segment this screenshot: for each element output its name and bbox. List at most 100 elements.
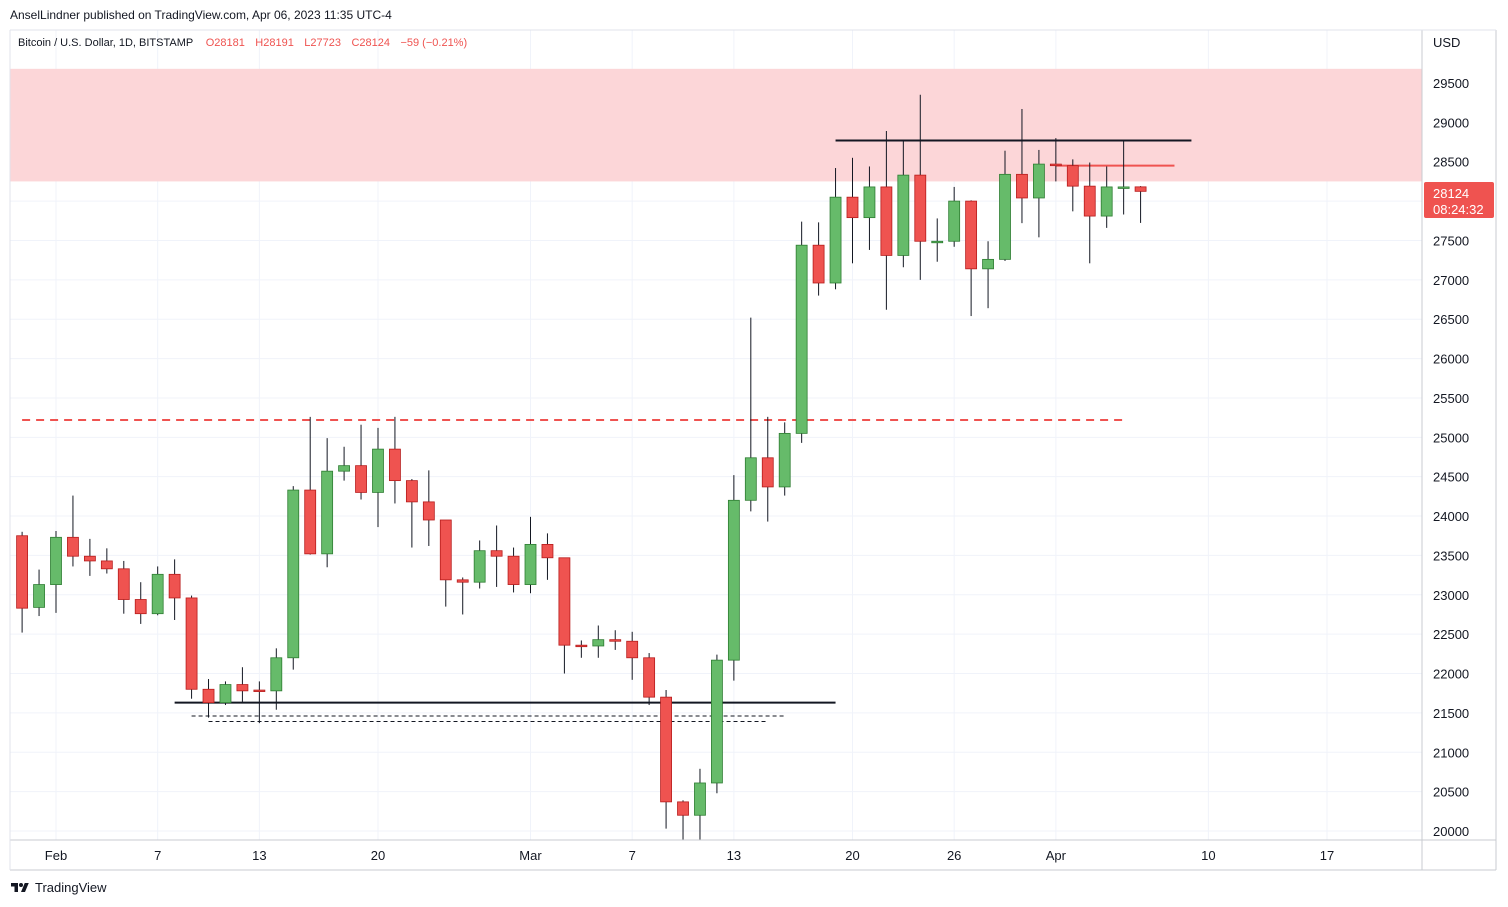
candle-body xyxy=(270,657,283,692)
candle-body xyxy=(100,560,113,570)
candle-body xyxy=(829,196,842,284)
legend-open: O28181 xyxy=(206,37,245,49)
bar-countdown: 08:24:32 xyxy=(1433,202,1484,217)
candle-body xyxy=(626,640,639,659)
candle-up xyxy=(931,218,944,262)
candle-up xyxy=(727,475,740,681)
time-tick-label: 7 xyxy=(629,848,636,863)
resistance-zone xyxy=(10,68,1422,182)
candle-body xyxy=(982,258,994,270)
candle-up xyxy=(711,654,723,794)
candle-down xyxy=(1016,108,1028,224)
candle-up xyxy=(1100,166,1113,228)
price-tick-label: 27500 xyxy=(1433,233,1469,248)
candle-body xyxy=(1100,186,1113,217)
candle-down xyxy=(236,667,249,702)
candle-body xyxy=(694,782,706,816)
candle-up xyxy=(1117,141,1130,215)
candle-body xyxy=(253,689,266,692)
time-axis[interactable]: Feb 7 13 20 Mar 7 13 20 26 Apr 10 17 xyxy=(45,848,1334,863)
candle-body xyxy=(236,684,249,692)
candle-body xyxy=(558,557,571,646)
price-tick-label: 25500 xyxy=(1433,391,1469,406)
price-tick-label: 28500 xyxy=(1433,155,1469,170)
chart-legend: Bitcoin / U.S. Dollar, 1D, BITSTAMP O281… xyxy=(18,33,467,50)
candle-body xyxy=(1049,163,1062,167)
candle-body xyxy=(914,174,927,242)
legend-close: C28124 xyxy=(351,37,390,49)
candle-body xyxy=(863,186,876,219)
candle-body xyxy=(1066,165,1079,187)
candle-down xyxy=(355,424,367,500)
candle-body xyxy=(185,597,198,690)
candle-body xyxy=(117,568,130,600)
price-tick-label: 29000 xyxy=(1433,115,1469,130)
candle-down xyxy=(304,416,317,555)
candle-up xyxy=(778,422,791,496)
symbol-label: Bitcoin / U.S. Dollar, 1D, BITSTAMP xyxy=(18,37,193,49)
candle-down xyxy=(202,679,215,718)
candle-down xyxy=(1066,159,1079,212)
candle-body xyxy=(592,639,605,647)
last-price-tag-bg xyxy=(1424,182,1494,218)
candle-body xyxy=(727,499,740,661)
candle-body xyxy=(931,240,944,244)
candle-down xyxy=(134,582,147,624)
publisher-credit: AnselLindner published on TradingView.co… xyxy=(10,8,392,22)
candle-body xyxy=(541,543,554,559)
resistance-zone-layer xyxy=(10,68,1422,182)
price-tick-label: 22500 xyxy=(1433,627,1469,642)
price-tick-label: 26500 xyxy=(1433,312,1469,327)
candle-body xyxy=(897,174,910,256)
candle-body xyxy=(422,501,435,521)
candle-up xyxy=(372,427,384,528)
candle-body xyxy=(456,579,469,583)
candle-body xyxy=(795,244,808,434)
candles-layer xyxy=(16,94,1147,841)
candle-up xyxy=(524,516,537,594)
price-axis[interactable]: 20000 20500 21000 21500 22000 22500 23000 23500… xyxy=(1433,76,1469,839)
footer-brand[interactable]: TradingView xyxy=(10,880,107,895)
candle-up xyxy=(1033,149,1045,238)
candle-down xyxy=(456,577,469,615)
candle-body xyxy=(50,536,62,585)
candle-down xyxy=(575,640,588,658)
candle-down xyxy=(1134,186,1147,223)
candle-body xyxy=(168,573,181,599)
candle-body xyxy=(761,457,774,488)
candle-body xyxy=(202,688,215,704)
candle-up xyxy=(795,221,808,443)
candle-up xyxy=(592,625,605,658)
last-price-value: 28124 xyxy=(1433,186,1469,201)
time-tick-label: 17 xyxy=(1320,848,1334,863)
candle-body xyxy=(151,573,164,615)
candle-body xyxy=(33,584,45,608)
price-tick-label: 26000 xyxy=(1433,352,1469,367)
candle-body xyxy=(965,200,978,270)
candle-down xyxy=(677,800,689,841)
drawn-lines-layer xyxy=(22,139,1192,723)
candle-down xyxy=(965,200,978,317)
candle-body xyxy=(439,519,452,581)
candle-body xyxy=(880,186,893,256)
price-tick-label: 27000 xyxy=(1433,273,1469,288)
candle-body xyxy=(355,465,367,493)
candle-body xyxy=(219,684,232,704)
candle-down xyxy=(609,630,622,650)
candle-up xyxy=(829,168,842,290)
candle-body xyxy=(744,457,757,501)
candle-down xyxy=(880,131,893,310)
candle-body xyxy=(812,244,825,284)
candle-down xyxy=(541,533,554,580)
time-tick-label: Mar xyxy=(519,848,542,863)
candle-up xyxy=(744,317,757,512)
candle-down xyxy=(422,470,435,546)
candle-up xyxy=(948,186,961,247)
candle-down xyxy=(914,94,927,280)
candle-down xyxy=(117,560,130,614)
candle-up xyxy=(897,139,910,268)
candle-body xyxy=(321,470,334,555)
currency-label: USD xyxy=(1433,35,1460,50)
candle-body xyxy=(83,555,96,562)
